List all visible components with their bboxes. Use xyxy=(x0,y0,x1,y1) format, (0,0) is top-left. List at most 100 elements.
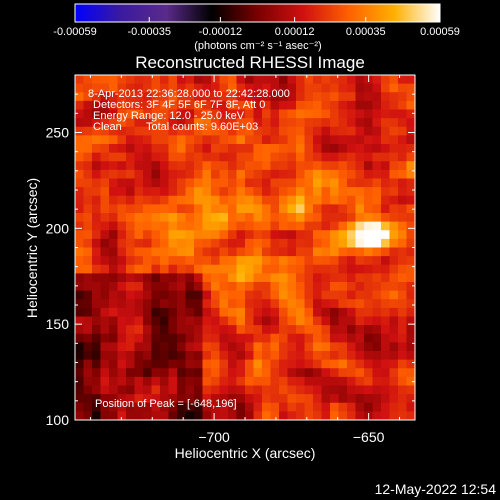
heatmap-cell xyxy=(296,342,305,352)
heatmap-cell xyxy=(406,299,415,309)
heatmap-cell xyxy=(313,402,322,412)
heatmap-cell xyxy=(211,221,220,231)
heatmap-cell xyxy=(75,282,84,292)
heatmap-cell xyxy=(100,100,110,110)
heatmap-cell xyxy=(92,204,101,214)
heatmap-cell xyxy=(313,204,322,214)
heatmap-cell xyxy=(253,152,263,162)
heatmap-cell xyxy=(134,307,144,317)
heatmap-cell xyxy=(143,342,152,352)
heatmap-cell xyxy=(143,316,152,326)
heatmap-cell xyxy=(134,230,144,240)
heatmap-cell xyxy=(398,238,407,248)
heatmap-cell xyxy=(228,273,237,283)
heatmap-cell xyxy=(194,282,203,292)
heatmap-cell xyxy=(100,238,110,248)
heatmap-cell xyxy=(338,351,348,361)
heatmap-cell xyxy=(134,359,144,369)
heatmap-cell xyxy=(109,118,118,128)
heatmap-cell xyxy=(219,394,229,404)
heatmap-cell xyxy=(330,394,339,404)
heatmap-cell xyxy=(406,135,415,145)
heatmap-cell xyxy=(194,109,203,119)
heatmap-cell xyxy=(211,273,220,283)
heatmap-cell xyxy=(151,75,161,85)
heatmap-cell xyxy=(202,307,212,317)
heatmap-cell xyxy=(228,83,237,93)
heatmap-cell xyxy=(185,394,195,404)
heatmap-cell xyxy=(304,100,314,110)
heatmap-cell xyxy=(92,333,101,343)
heatmap-cell xyxy=(185,92,195,102)
heatmap-cell xyxy=(236,247,246,257)
heatmap-cell xyxy=(160,195,169,205)
heatmap-cell xyxy=(151,376,161,386)
heatmap-cell xyxy=(109,394,118,404)
heatmap-cell xyxy=(270,109,280,119)
heatmap-cell xyxy=(389,152,399,162)
heatmap-cell xyxy=(177,118,186,128)
heatmap-cell xyxy=(364,342,373,352)
heatmap-cell xyxy=(143,92,152,102)
heatmap-cell xyxy=(347,83,356,93)
heatmap-cell xyxy=(304,333,314,343)
heatmap-cell xyxy=(117,230,127,240)
heatmap-cell xyxy=(381,221,390,231)
heatmap-cell xyxy=(236,316,246,326)
heatmap-cell xyxy=(296,256,305,266)
heatmap-cell xyxy=(109,230,118,240)
heatmap-cell xyxy=(347,342,356,352)
heatmap-cell xyxy=(185,325,195,335)
heatmap-cell xyxy=(287,256,297,266)
heatmap-cell xyxy=(134,247,144,257)
heatmap-cell xyxy=(160,152,169,162)
heatmap-cell xyxy=(389,376,399,386)
heatmap-cell xyxy=(134,152,144,162)
heatmap-cell xyxy=(330,385,339,395)
heatmap-cell xyxy=(109,307,118,317)
heatmap-cell xyxy=(83,368,93,378)
heatmap-cell xyxy=(185,109,195,119)
heatmap-cell xyxy=(304,273,314,283)
heatmap-cell xyxy=(83,376,93,386)
heatmap-cell xyxy=(364,118,373,128)
heatmap-cell xyxy=(347,75,356,85)
heatmap-cell xyxy=(245,238,254,248)
timestamp: 12-May-2022 12:54 xyxy=(375,481,497,497)
heatmap-cell xyxy=(143,376,152,386)
heatmap-cell xyxy=(398,230,407,240)
heatmap-cell xyxy=(313,126,322,136)
heatmap-cell xyxy=(109,126,118,136)
heatmap-cell xyxy=(202,402,212,412)
heatmap-cell xyxy=(304,152,314,162)
heatmap-cell xyxy=(194,161,203,171)
heatmap-cell xyxy=(347,282,356,292)
heatmap-cell xyxy=(372,307,382,317)
heatmap-cell xyxy=(219,351,229,361)
heatmap-cell xyxy=(117,238,127,248)
heatmap-cell xyxy=(270,342,280,352)
heatmap-cell xyxy=(202,325,212,335)
heatmap-cell xyxy=(270,178,280,188)
heatmap-cell xyxy=(160,411,169,420)
heatmap-cell xyxy=(143,161,152,171)
heatmap-cell xyxy=(287,92,297,102)
heatmap-cell xyxy=(185,204,195,214)
heatmap-cell xyxy=(270,161,280,171)
heatmap-cell xyxy=(117,126,127,136)
heatmap-cell xyxy=(338,92,348,102)
heatmap-cell xyxy=(228,333,237,343)
heatmap-cell xyxy=(270,221,280,231)
heatmap-cell xyxy=(168,178,178,188)
heatmap-cell xyxy=(219,118,229,128)
heatmap-cell xyxy=(117,213,127,223)
heatmap-cell xyxy=(236,83,246,93)
heatmap-cell xyxy=(338,118,348,128)
heatmap-cell xyxy=(355,230,365,240)
heatmap-cell xyxy=(262,325,271,335)
heatmap-cell xyxy=(270,351,280,361)
heatmap-cell xyxy=(117,187,127,197)
heatmap-cell xyxy=(83,247,93,257)
heatmap-cell xyxy=(151,238,161,248)
heatmap-cell xyxy=(194,316,203,326)
